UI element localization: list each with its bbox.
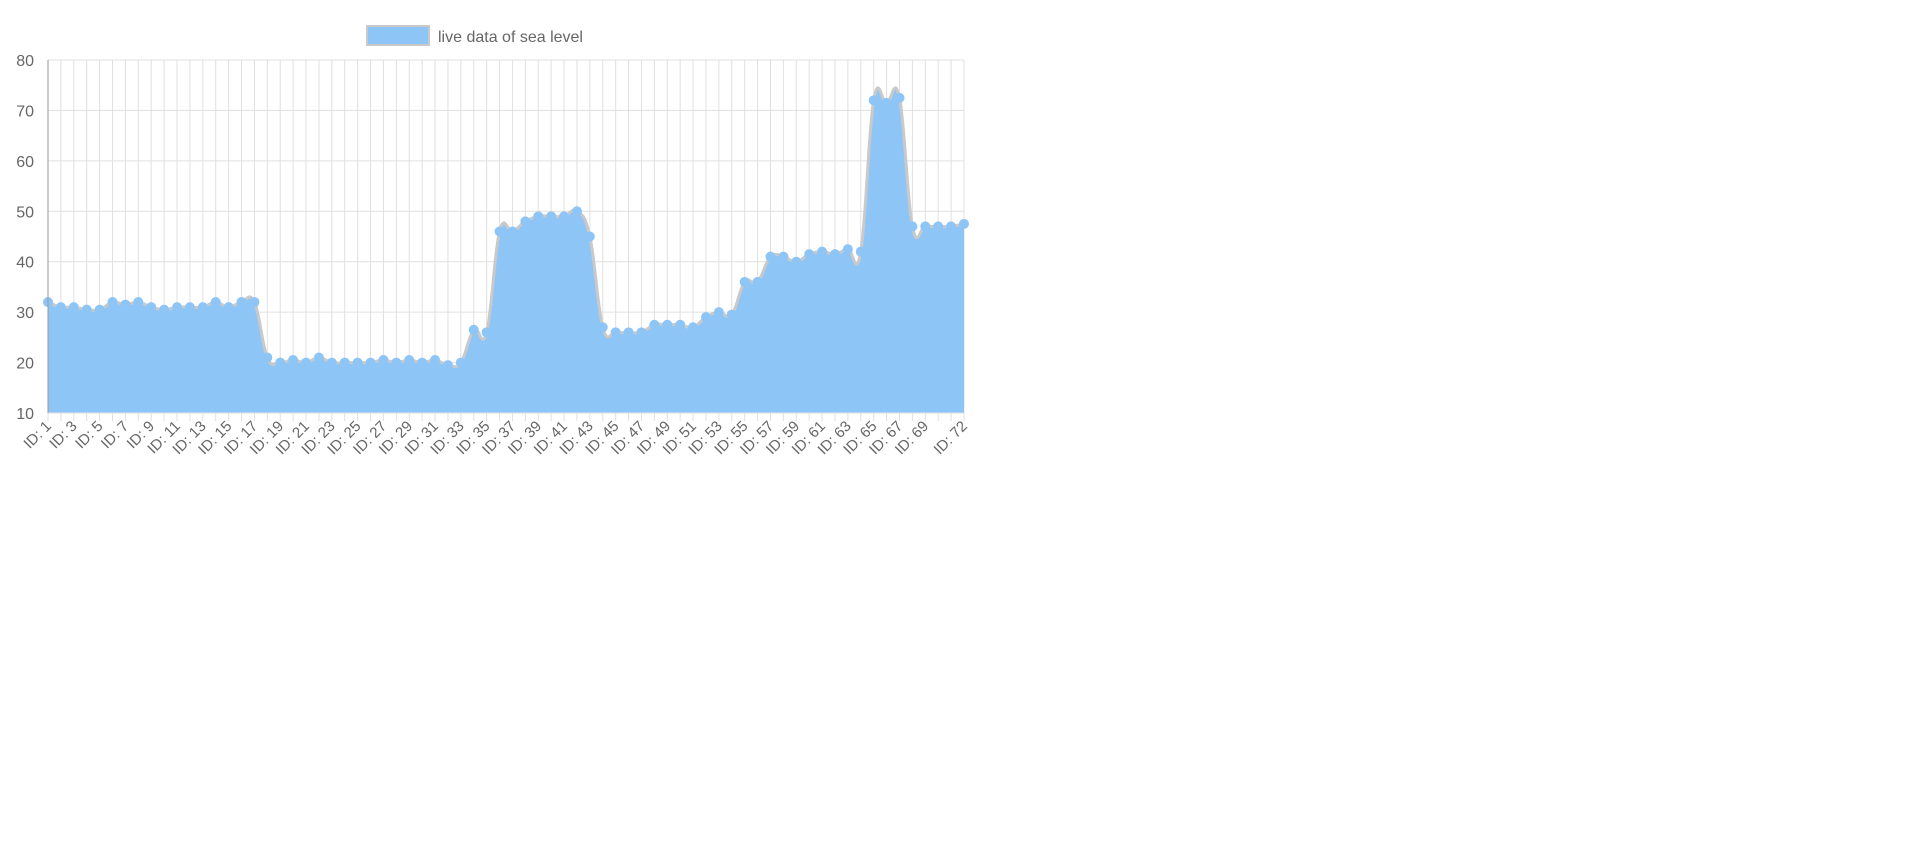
data-point: [959, 218, 969, 229]
data-point: [662, 319, 673, 330]
data-point: [804, 249, 815, 260]
data-point: [752, 276, 763, 287]
data-point: [829, 249, 840, 260]
data-point: [855, 246, 866, 257]
data-point: [210, 297, 221, 308]
legend[interactable]: live data of sea level: [366, 25, 583, 46]
data-point: [559, 211, 570, 222]
data-point: [894, 92, 905, 103]
y-tick-label: 50: [16, 204, 34, 221]
data-point: [946, 221, 957, 232]
data-point: [404, 355, 415, 366]
data-point: [133, 297, 144, 308]
data-point: [920, 221, 931, 232]
y-tick-label: 70: [16, 103, 34, 120]
data-point: [739, 276, 750, 287]
data-points: [43, 92, 969, 371]
data-point: [417, 357, 428, 368]
data-point: [120, 299, 131, 310]
x-tick-label: ID: 5: [72, 418, 106, 452]
x-tick-label: ID: 7: [98, 418, 132, 452]
data-point: [907, 221, 918, 232]
data-point: [249, 297, 260, 308]
data-point: [197, 302, 208, 313]
data-point: [791, 256, 802, 267]
data-point: [455, 357, 466, 368]
chart-container: live data of sea level 10 20 30 40 50 60 70 80 …: [0, 0, 1000, 480]
data-point: [765, 251, 776, 262]
area-chart: live data of sea level 1020304050607080 …: [16, 25, 971, 458]
data-point: [223, 302, 234, 313]
y-tick-label: 10: [16, 406, 34, 423]
y-tick-label: 20: [16, 356, 34, 373]
data-point: [868, 95, 879, 106]
data-point: [288, 355, 299, 366]
data-point: [778, 251, 789, 262]
data-point: [352, 357, 363, 368]
data-point: [172, 302, 183, 313]
data-point: [597, 322, 608, 333]
data-point: [481, 327, 492, 338]
data-point: [159, 304, 170, 315]
legend-label: live data of sea level: [438, 29, 583, 46]
data-point: [688, 322, 699, 333]
data-point: [365, 357, 376, 368]
data-point: [262, 352, 273, 363]
data-point: [610, 327, 621, 338]
data-point: [533, 211, 544, 222]
data-point: [675, 319, 686, 330]
data-point: [507, 226, 518, 237]
data-point: [700, 312, 711, 323]
data-point: [468, 324, 479, 335]
data-point: [236, 297, 247, 308]
data-point: [442, 360, 453, 371]
x-tick-label: ID: 72: [931, 418, 971, 458]
data-point: [378, 355, 389, 366]
data-point: [584, 231, 595, 242]
data-point: [94, 304, 105, 315]
data-point: [430, 355, 441, 366]
area-fill: [48, 87, 964, 413]
data-point: [817, 246, 828, 257]
data-point: [326, 357, 337, 368]
data-point: [623, 327, 634, 338]
y-tick-label: 40: [16, 255, 34, 272]
data-point: [520, 216, 531, 227]
data-point: [649, 319, 660, 330]
data-point: [933, 221, 944, 232]
data-point: [107, 297, 118, 308]
data-point: [726, 309, 737, 320]
y-tick-label: 30: [16, 305, 34, 322]
data-point: [68, 302, 79, 313]
y-tick-label: 80: [16, 53, 34, 70]
data-point: [81, 304, 92, 315]
data-point: [184, 302, 195, 313]
data-point: [275, 357, 286, 368]
data-point: [546, 211, 557, 222]
data-point: [494, 226, 505, 237]
data-point: [842, 244, 853, 255]
data-point: [55, 302, 66, 313]
data-point: [571, 206, 582, 217]
data-point: [881, 97, 892, 108]
data-point: [713, 307, 724, 318]
data-point: [339, 357, 350, 368]
y-tick-label: 60: [16, 154, 34, 171]
x-tick-label: ID: 3: [46, 418, 80, 452]
data-point: [391, 357, 402, 368]
y-axis: 10 20 30 40 50 60 70 80: [16, 53, 49, 423]
data-point: [146, 302, 157, 313]
legend-swatch: [366, 25, 430, 46]
data-point: [301, 357, 312, 368]
data-point: [636, 327, 647, 338]
data-point: [313, 352, 324, 363]
